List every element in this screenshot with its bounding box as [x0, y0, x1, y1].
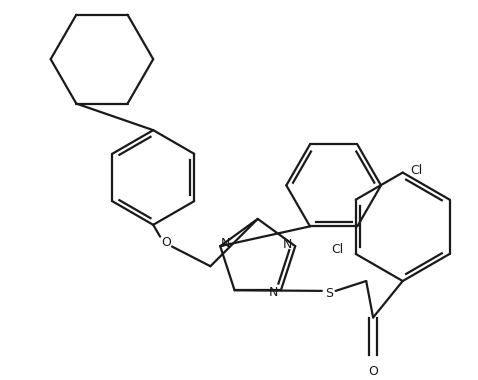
Text: O: O [368, 365, 378, 378]
Text: S: S [325, 287, 333, 300]
Text: O: O [161, 236, 171, 249]
Text: Cl: Cl [411, 164, 423, 177]
Text: N: N [282, 238, 292, 251]
Text: N: N [268, 286, 278, 299]
Text: N: N [220, 237, 230, 250]
Text: Cl: Cl [332, 244, 344, 256]
